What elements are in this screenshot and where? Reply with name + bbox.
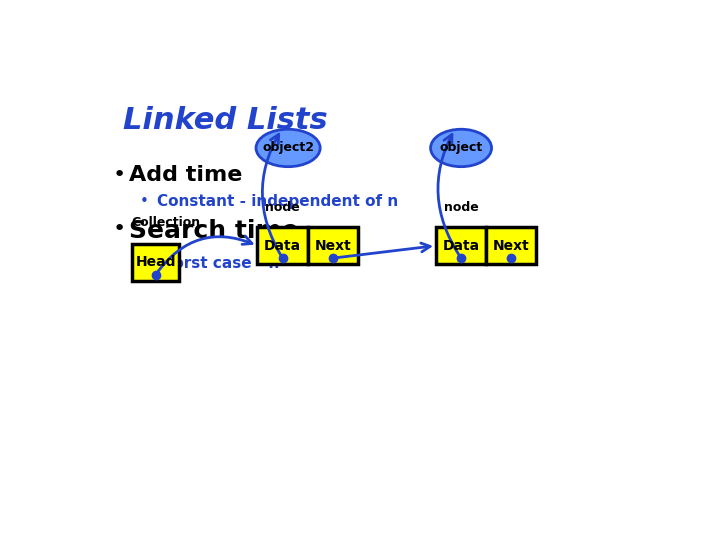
Text: •: • [112, 165, 125, 185]
FancyBboxPatch shape [486, 227, 536, 265]
Text: Next: Next [493, 239, 530, 253]
Text: Search time: Search time [129, 219, 299, 242]
FancyBboxPatch shape [132, 244, 179, 281]
Text: •: • [112, 219, 125, 239]
Text: Data: Data [264, 239, 301, 253]
FancyBboxPatch shape [258, 227, 307, 265]
Text: Next: Next [315, 239, 351, 253]
Ellipse shape [256, 129, 320, 167]
Text: Constant - independent of n: Constant - independent of n [157, 194, 398, 208]
Text: Data: Data [443, 239, 480, 253]
Text: Worst case - n: Worst case - n [157, 256, 279, 271]
Text: •: • [140, 194, 149, 208]
Text: Head: Head [135, 255, 176, 269]
Text: Linked Lists: Linked Lists [124, 106, 328, 136]
FancyBboxPatch shape [307, 227, 358, 265]
Text: Collection: Collection [132, 216, 201, 229]
FancyBboxPatch shape [436, 227, 486, 265]
Text: node: node [265, 201, 300, 214]
Text: object: object [439, 141, 482, 154]
Text: Add time: Add time [129, 165, 243, 185]
Ellipse shape [431, 129, 492, 167]
Text: •: • [140, 256, 149, 271]
Text: object2: object2 [262, 141, 314, 154]
Text: node: node [444, 201, 479, 214]
